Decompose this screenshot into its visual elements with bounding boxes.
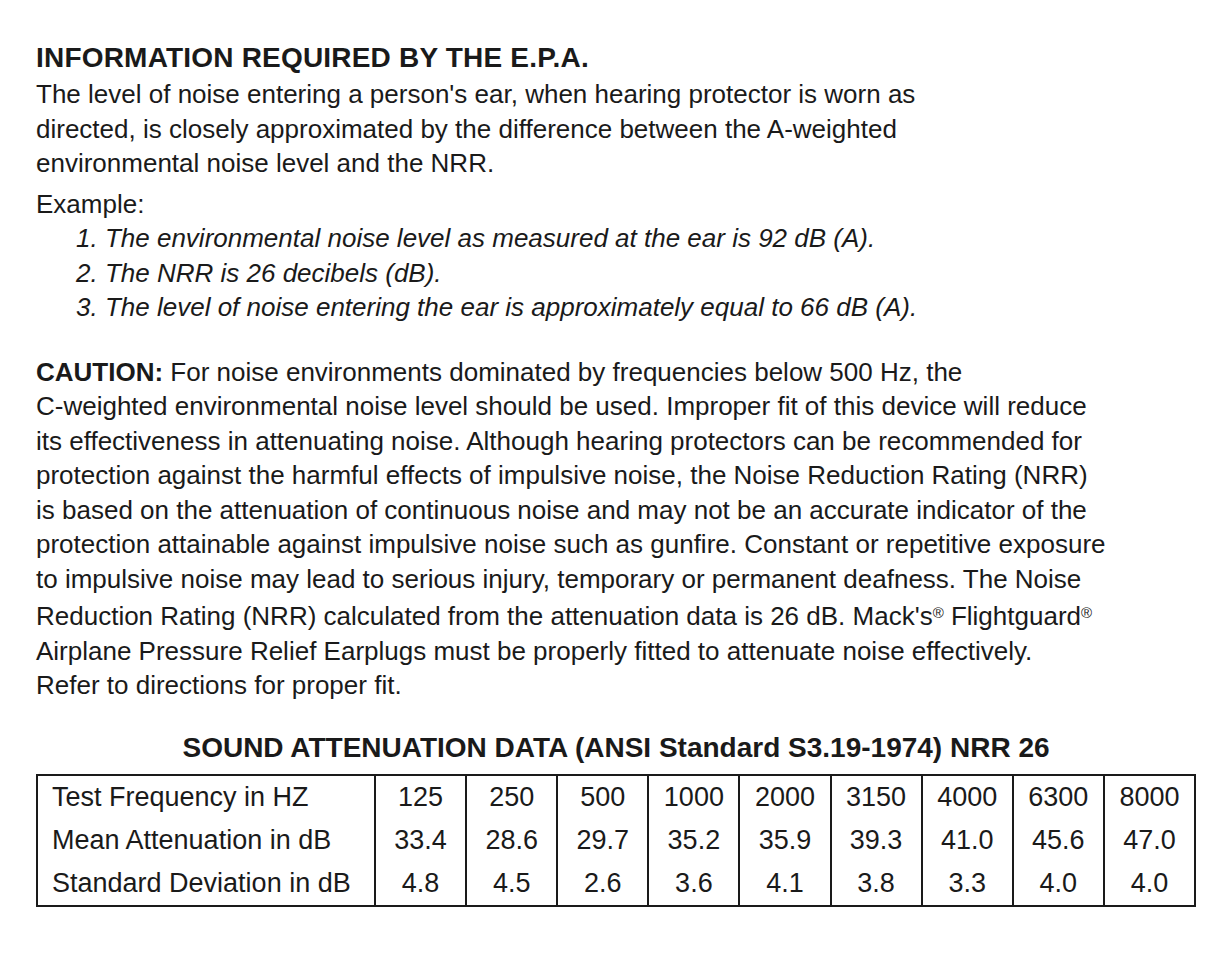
table-cell: 4.0 <box>1013 862 1104 906</box>
table-cell: 4.1 <box>739 862 830 906</box>
table-cell: 4.0 <box>1104 862 1195 906</box>
row-label: Standard Deviation in dB <box>37 862 375 906</box>
table-cell: 3150 <box>831 775 922 819</box>
example-section: Example: 1. The environmental noise leve… <box>36 187 1197 325</box>
table-cell: 35.2 <box>648 819 739 862</box>
caution-line-text: Flightguard <box>944 601 1081 631</box>
caution-line: is based on the attenuation of continuou… <box>36 493 1197 528</box>
page-title: INFORMATION REQUIRED BY THE E.P.A. <box>36 41 1197 75</box>
sound-attenuation-table: Test Frequency in HZ 125 250 500 1000 20… <box>36 774 1196 907</box>
caution-line: its effectiveness in attenuating noise. … <box>36 424 1197 459</box>
caution-line: CAUTION: For noise environments dominate… <box>36 355 1197 390</box>
table-cell: 41.0 <box>922 819 1013 862</box>
registered-trademark-icon: ® <box>1081 604 1092 621</box>
caution-line: protection against the harmful effects o… <box>36 458 1197 493</box>
intro-line: directed, is closely approximated by the… <box>36 112 1197 147</box>
table-cell: 39.3 <box>831 819 922 862</box>
caution-line: Refer to directions for proper fit. <box>36 668 1197 703</box>
table-cell: 2.6 <box>557 862 648 906</box>
table-cell: 250 <box>466 775 557 819</box>
table-row-mean-attenuation: Mean Attenuation in dB 33.4 28.6 29.7 35… <box>37 819 1195 862</box>
table-cell: 35.9 <box>739 819 830 862</box>
table-row-frequency: Test Frequency in HZ 125 250 500 1000 20… <box>37 775 1195 819</box>
table-cell: 29.7 <box>557 819 648 862</box>
table-cell: 28.6 <box>466 819 557 862</box>
caution-line: protection attainable against impulsive … <box>36 527 1197 562</box>
table-cell: 4000 <box>922 775 1013 819</box>
table-title: SOUND ATTENUATION DATA (ANSI Standard S3… <box>36 731 1196 765</box>
table-cell: 3.3 <box>922 862 1013 906</box>
example-item: 3. The level of noise entering the ear i… <box>76 290 1197 325</box>
table-cell: 1000 <box>648 775 739 819</box>
table-cell: 8000 <box>1104 775 1195 819</box>
table-cell: 33.4 <box>375 819 466 862</box>
row-label: Test Frequency in HZ <box>37 775 375 819</box>
caution-paragraph: CAUTION: For noise environments dominate… <box>36 355 1197 703</box>
intro-line: environmental noise level and the NRR. <box>36 146 1197 181</box>
example-label: Example: <box>36 187 1197 222</box>
caution-line-text: For noise environments dominated by freq… <box>163 357 962 387</box>
caution-brand-line: Reduction Rating (NRR) calculated from t… <box>36 596 1197 634</box>
table-cell: 6300 <box>1013 775 1104 819</box>
table-cell: 3.6 <box>648 862 739 906</box>
registered-trademark-icon: ® <box>933 604 944 621</box>
caution-line: to impulsive noise may lead to serious i… <box>36 562 1197 597</box>
example-list: 1. The environmental noise level as meas… <box>36 221 1197 325</box>
example-item: 2. The NRR is 26 decibels (dB). <box>76 256 1197 291</box>
table-cell: 125 <box>375 775 466 819</box>
table-cell: 3.8 <box>831 862 922 906</box>
table-cell: 47.0 <box>1104 819 1195 862</box>
table-cell: 45.6 <box>1013 819 1104 862</box>
table-cell: 4.8 <box>375 862 466 906</box>
table-cell: 2000 <box>739 775 830 819</box>
intro-line: The level of noise entering a person's e… <box>36 77 1197 112</box>
caution-line-text: Reduction Rating (NRR) calculated from t… <box>36 601 933 631</box>
intro-paragraph: The level of noise entering a person's e… <box>36 77 1197 181</box>
caution-label: CAUTION: <box>36 357 163 387</box>
table-cell: 4.5 <box>466 862 557 906</box>
caution-line: C-weighted environmental noise level sho… <box>36 389 1197 424</box>
example-item: 1. The environmental noise level as meas… <box>76 221 1197 256</box>
table-row-standard-deviation: Standard Deviation in dB 4.8 4.5 2.6 3.6… <box>37 862 1195 906</box>
document-page: INFORMATION REQUIRED BY THE E.P.A. The l… <box>0 0 1225 907</box>
row-label: Mean Attenuation in dB <box>37 819 375 862</box>
table-cell: 500 <box>557 775 648 819</box>
caution-line: Airplane Pressure Relief Earplugs must b… <box>36 634 1197 669</box>
